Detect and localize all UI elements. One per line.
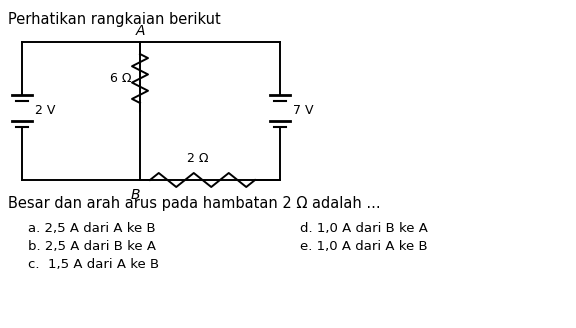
- Text: 2 Ω: 2 Ω: [187, 152, 209, 165]
- Text: 6 Ω: 6 Ω: [110, 72, 131, 85]
- Text: Perhatikan rangkaian berikut: Perhatikan rangkaian berikut: [8, 12, 221, 27]
- Text: Besar dan arah arus pada hambatan 2 Ω adalah ...: Besar dan arah arus pada hambatan 2 Ω ad…: [8, 196, 381, 211]
- Text: A: A: [135, 24, 145, 38]
- Text: e. 1,0 A dari A ke B: e. 1,0 A dari A ke B: [300, 240, 427, 253]
- Text: c.  1,5 A dari A ke B: c. 1,5 A dari A ke B: [28, 258, 159, 271]
- Text: B: B: [130, 188, 140, 202]
- Text: d. 1,0 A dari B ke A: d. 1,0 A dari B ke A: [300, 222, 428, 235]
- Text: 2 V: 2 V: [35, 105, 55, 117]
- Text: a. 2,5 A dari A ke B: a. 2,5 A dari A ke B: [28, 222, 156, 235]
- Text: b. 2,5 A dari B ke A: b. 2,5 A dari B ke A: [28, 240, 156, 253]
- Text: 7 V: 7 V: [293, 105, 313, 117]
